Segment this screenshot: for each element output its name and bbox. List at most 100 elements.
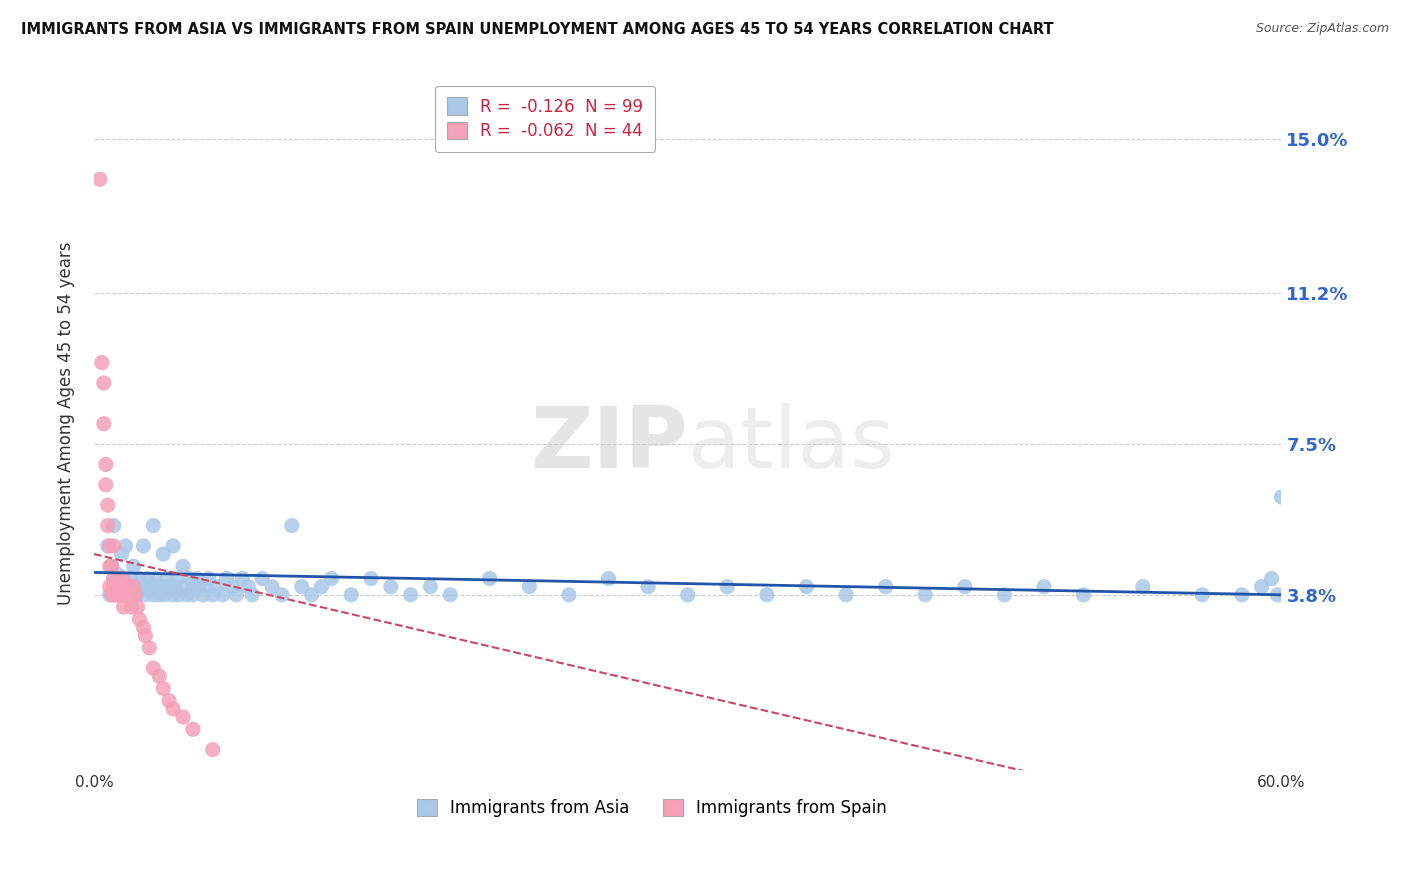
Point [127, 588, 149, 602]
Point [112, 572, 135, 586]
Point [107, 572, 129, 586]
Point [186, 572, 208, 586]
Point [271, 588, 294, 602]
Point [172, 559, 194, 574]
Point [103, 572, 125, 586]
Point [380, 580, 402, 594]
Text: Source: ZipAtlas.com: Source: ZipAtlas.com [1256, 22, 1389, 36]
Point [399, 588, 422, 602]
Point [191, 588, 214, 602]
Point [104, 580, 127, 594]
Point [360, 572, 382, 586]
Point [181, 580, 204, 594]
Point [835, 588, 858, 602]
Point [122, 559, 145, 574]
Point [121, 600, 143, 615]
Point [231, 572, 253, 586]
Point [132, 539, 155, 553]
Point [221, 580, 243, 594]
Point [166, 572, 188, 586]
Point [558, 588, 581, 602]
Point [103, 572, 125, 586]
Point [291, 580, 314, 594]
Point [97, 498, 120, 512]
Point [172, 710, 194, 724]
Point [914, 588, 936, 602]
Point [238, 580, 260, 594]
Point [1250, 580, 1272, 594]
Point [152, 580, 174, 594]
Point [104, 588, 127, 602]
Point [162, 702, 184, 716]
Point [152, 681, 174, 696]
Point [1270, 490, 1292, 504]
Point [90, 356, 112, 370]
Point [181, 723, 204, 737]
Point [187, 580, 209, 594]
Point [111, 547, 134, 561]
Point [716, 580, 738, 594]
Point [156, 572, 179, 586]
Point [132, 580, 155, 594]
Point [108, 580, 131, 594]
Point [755, 588, 778, 602]
Point [103, 588, 125, 602]
Point [1073, 588, 1095, 602]
Point [157, 694, 180, 708]
Point [181, 588, 204, 602]
Point [97, 539, 120, 553]
Point [138, 580, 160, 594]
Point [993, 588, 1015, 602]
Point [98, 588, 121, 602]
Point [128, 612, 150, 626]
Point [637, 580, 659, 594]
Point [197, 572, 219, 586]
Legend: Immigrants from Asia, Immigrants from Spain: Immigrants from Asia, Immigrants from Sp… [411, 792, 894, 824]
Point [142, 661, 165, 675]
Point [103, 518, 125, 533]
Point [176, 588, 198, 602]
Point [205, 580, 228, 594]
Point [157, 580, 180, 594]
Point [153, 588, 176, 602]
Point [201, 742, 224, 756]
Point [875, 580, 897, 594]
Point [98, 580, 121, 594]
Point [321, 572, 343, 586]
Point [478, 572, 501, 586]
Point [89, 172, 111, 186]
Point [114, 539, 136, 553]
Point [439, 588, 461, 602]
Point [103, 588, 125, 602]
Point [146, 580, 169, 594]
Point [97, 518, 120, 533]
Point [127, 600, 149, 615]
Point [260, 580, 283, 594]
Point [281, 518, 304, 533]
Point [94, 478, 117, 492]
Point [122, 588, 145, 602]
Point [250, 572, 273, 586]
Point [107, 567, 129, 582]
Point [953, 580, 976, 594]
Point [162, 539, 184, 553]
Point [107, 588, 129, 602]
Point [1191, 588, 1213, 602]
Point [201, 588, 224, 602]
Point [128, 572, 150, 586]
Point [108, 588, 131, 602]
Point [240, 588, 263, 602]
Point [94, 458, 117, 472]
Point [162, 588, 184, 602]
Point [1274, 588, 1296, 602]
Point [118, 588, 141, 602]
Point [100, 559, 122, 574]
Point [419, 580, 441, 594]
Point [1230, 588, 1253, 602]
Text: IMMIGRANTS FROM ASIA VS IMMIGRANTS FROM SPAIN UNEMPLOYMENT AMONG AGES 45 TO 54 Y: IMMIGRANTS FROM ASIA VS IMMIGRANTS FROM … [21, 22, 1053, 37]
Point [148, 669, 170, 683]
Point [136, 572, 159, 586]
Point [1132, 580, 1154, 594]
Point [211, 588, 233, 602]
Point [311, 580, 333, 594]
